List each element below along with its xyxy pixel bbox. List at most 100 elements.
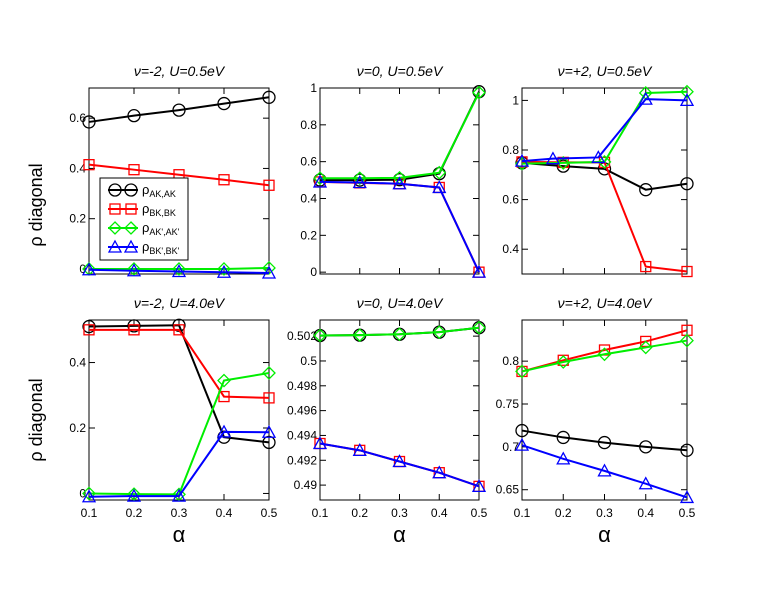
x-tick-label: 0.2 [555, 506, 572, 520]
data-point [392, 454, 407, 468]
series-line [88, 96, 270, 123]
legend-marker [108, 221, 122, 235]
data-point [515, 423, 529, 438]
data-point [217, 96, 231, 111]
x-tick-label: 0.3 [391, 506, 408, 520]
data-point [173, 324, 185, 336]
data-point [263, 179, 275, 191]
x-tick-label: 0.4 [431, 506, 448, 520]
series-line [88, 430, 270, 498]
data-point [471, 264, 487, 278]
y-tick-label: 0.49 [294, 478, 318, 492]
data-point [82, 319, 96, 334]
series-4 [312, 436, 487, 492]
y-tick-label: 1 [512, 93, 519, 107]
legend-marker [124, 221, 138, 235]
x-tick-label: 0.4 [216, 506, 233, 520]
series-line [320, 91, 480, 182]
data-point [83, 324, 95, 336]
data-point [352, 328, 367, 343]
panel-5: ν=0, U=4.0eV0.490.4920.4940.4960.4980.50… [287, 295, 488, 547]
series-4 [514, 437, 695, 504]
y-tick-label: 0.8 [300, 118, 317, 132]
data-point [545, 151, 561, 165]
series-line [89, 328, 270, 399]
series-4 [312, 174, 487, 278]
data-point [83, 159, 95, 171]
panel-2: ν=0, U=0.5eV 0 0.2 0.4 0.6 0.8 1 [300, 63, 487, 279]
y-tick-label: 0.498 [287, 379, 317, 393]
series-line [88, 163, 270, 187]
y-tick-label: 0.8 [502, 354, 519, 368]
x-tick-label: 0.4 [637, 506, 654, 520]
y-tick-label: 0.2 [300, 228, 317, 242]
series-1 [82, 90, 276, 129]
data-point [680, 443, 694, 457]
data-point [313, 328, 327, 343]
data-point [638, 91, 653, 105]
data-point [556, 451, 571, 465]
x-tick-label: 0.2 [126, 506, 143, 520]
data-point [556, 430, 570, 445]
series-line [88, 324, 270, 444]
series-2 [83, 324, 275, 404]
x-axis-label: α [393, 522, 406, 547]
data-point [432, 180, 447, 194]
data-point [597, 154, 612, 169]
data-point [472, 85, 486, 99]
y-tick-label: 0.6 [502, 193, 519, 207]
data-point [515, 364, 529, 379]
y-tick-label: 0.2 [69, 421, 86, 435]
data-point [82, 486, 96, 501]
series-1 [515, 423, 694, 457]
data-point [472, 320, 486, 335]
data-point [262, 90, 276, 104]
legend-label: ρAK',AK' [142, 220, 180, 237]
data-point [126, 263, 142, 277]
series-line [320, 92, 480, 180]
series-4 [514, 91, 695, 167]
plot-frame [319, 319, 480, 501]
data-point [81, 262, 97, 276]
series-3 [82, 261, 276, 276]
x-tick-label: 0.5 [679, 506, 696, 520]
legend-label: ρAK,AK [142, 182, 176, 199]
series-line [521, 160, 688, 273]
data-point [556, 159, 570, 173]
data-point [171, 488, 187, 502]
data-point [261, 265, 277, 279]
data-point [392, 327, 407, 342]
x-axis-label: α [598, 522, 611, 547]
series-1 [82, 318, 276, 450]
legend-entry: ρAK',AK' [108, 220, 180, 237]
data-point [680, 177, 694, 191]
data-point [262, 366, 276, 380]
data-point [313, 171, 327, 186]
data-point [263, 392, 275, 404]
data-point [218, 390, 230, 403]
y-tick-label: 0.494 [287, 428, 317, 442]
series-line [319, 326, 480, 337]
y-axis-label-top: ρ diagonal [26, 163, 46, 246]
legend-marker [107, 239, 123, 253]
data-point [352, 171, 367, 186]
series-4 [81, 262, 277, 279]
data-point [217, 373, 231, 388]
data-point [126, 488, 142, 502]
y-tick-label: 0.65 [496, 483, 520, 497]
series-line [521, 98, 688, 163]
data-point [392, 176, 407, 190]
panel-title: ν=-2, U=0.5eV [134, 63, 226, 79]
series-line [521, 161, 688, 191]
data-point [127, 487, 141, 502]
data-point [81, 489, 97, 503]
legend-marker [123, 239, 139, 253]
series-line [521, 90, 688, 165]
legend-marker [108, 183, 122, 197]
panel-title: ν=0, U=0.5eV [357, 63, 444, 79]
data-point [516, 365, 528, 378]
data-point [217, 262, 231, 276]
data-point [556, 355, 571, 369]
series-line [521, 429, 688, 452]
panel-title: ν=0, U=4.0eV [357, 295, 444, 311]
